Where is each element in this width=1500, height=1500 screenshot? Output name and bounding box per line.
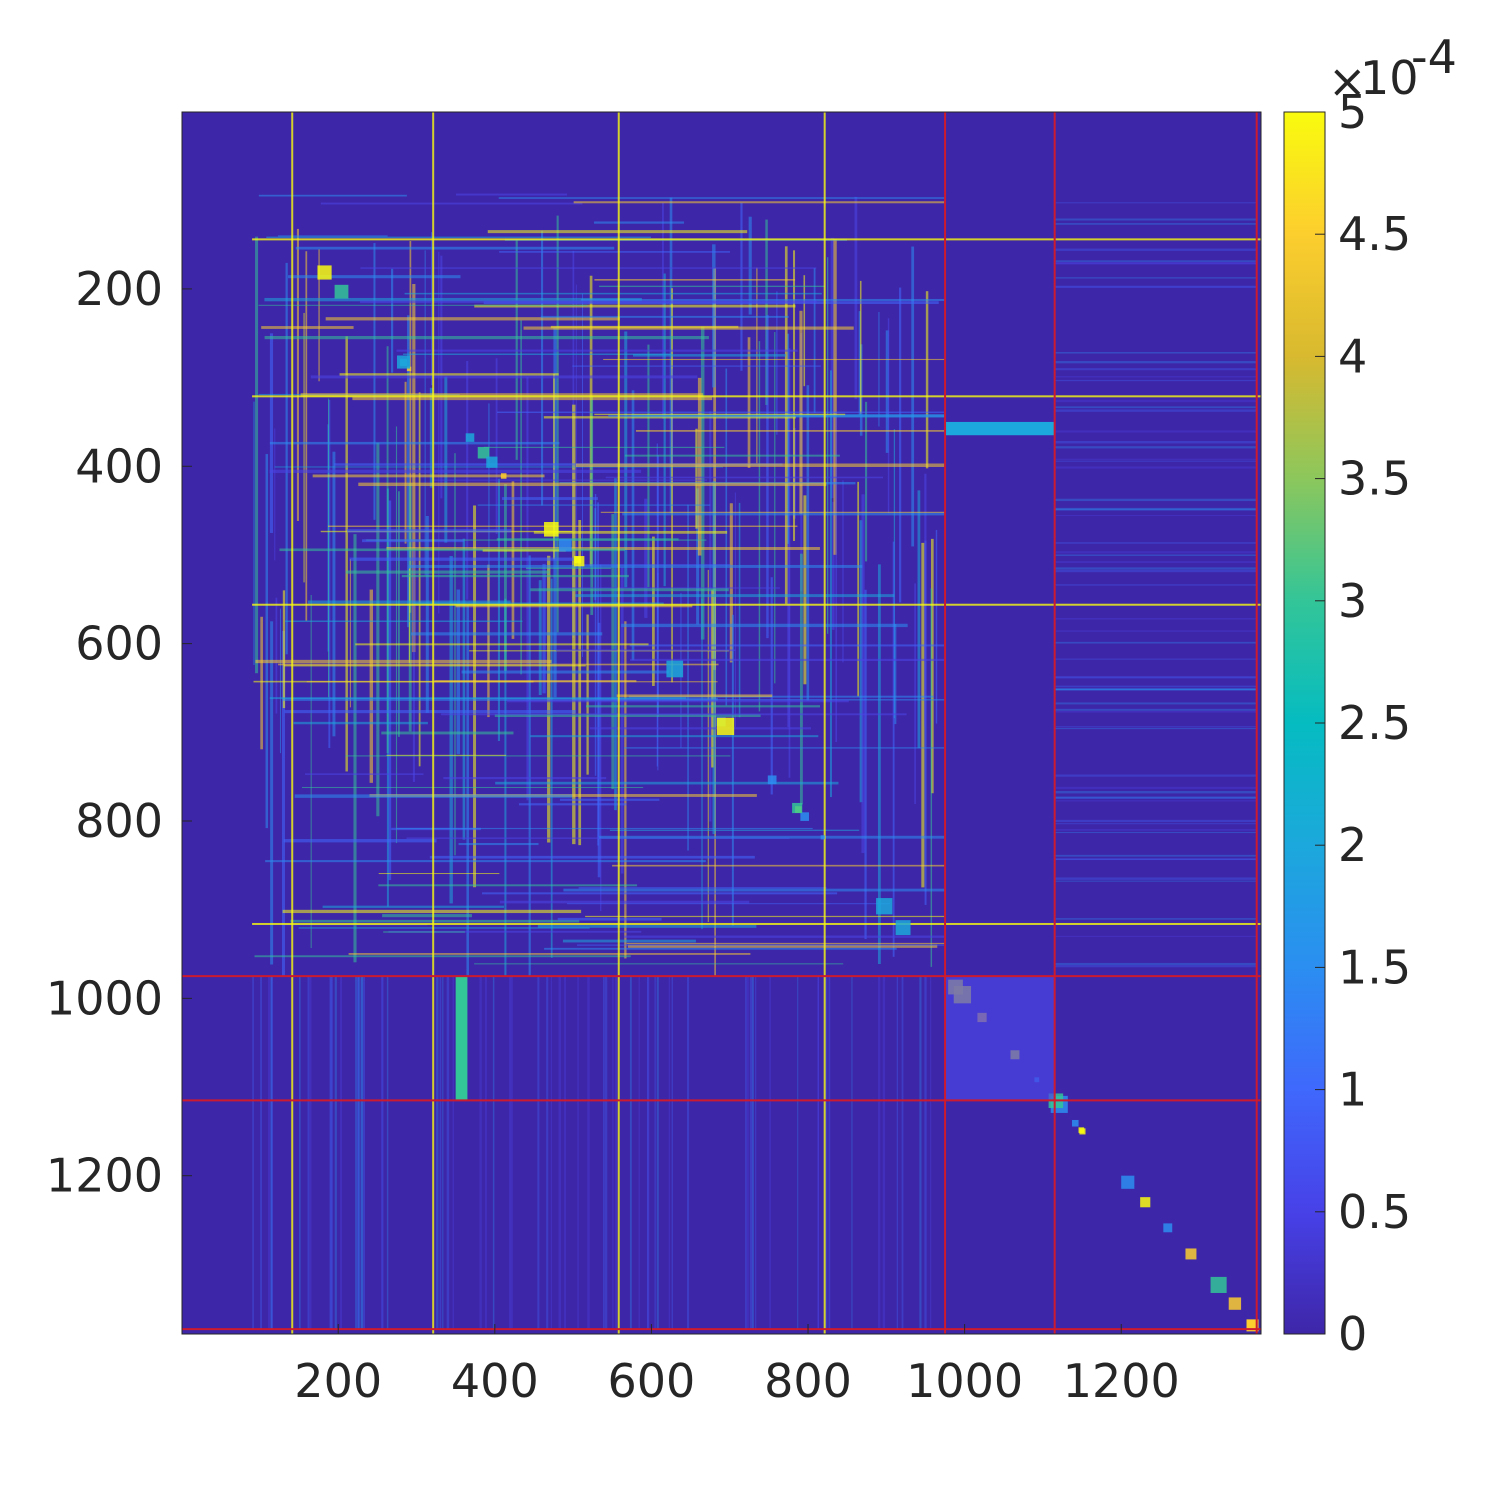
heatmap-plot-area — [181, 111, 1262, 1335]
colorbar-multiplier: × 10 -4 — [1328, 30, 1457, 108]
x-axis: 200 400 600 800 1000 1200 — [294, 1324, 1180, 1408]
x-tick-label: 1200 — [1063, 1354, 1180, 1408]
colorbar-tick-label: 5 — [1338, 85, 1367, 139]
y-axis: 200 400 600 800 1000 1200 — [46, 262, 192, 1203]
y-tick-label: 1200 — [46, 1149, 163, 1203]
heatmap-band-upper-right — [945, 421, 1055, 436]
block-boundaries — [182, 112, 1261, 1334]
x-tick-label: 600 — [608, 1354, 696, 1408]
colorbar-ticks: 0 0.5 1 1.5 2 2.5 3 3.5 4 4.5 5 — [1315, 85, 1411, 1361]
colorbar-tick-label: 0.5 — [1338, 1185, 1411, 1239]
colorbar-tick-label: 1 — [1338, 1063, 1367, 1117]
plot-frame — [181, 111, 1262, 1335]
heatmap-band-lower-left — [455, 976, 468, 1101]
colorbar-tick-label: 4 — [1338, 329, 1367, 383]
colorbar-tick-label: 0 — [1338, 1307, 1367, 1361]
colorbar-tick-label: 2 — [1338, 818, 1367, 872]
colorbar-tick-label: 4.5 — [1338, 207, 1411, 261]
y-tick-label: 800 — [75, 794, 163, 848]
colorbar-tick-label: 3 — [1338, 574, 1367, 628]
x-tick-label: 200 — [294, 1354, 382, 1408]
colorbar: 0 0.5 1 1.5 2 2.5 3 3.5 4 4.5 5 × 10 -4 — [1283, 30, 1457, 1361]
colorbar-tick-label: 3.5 — [1338, 452, 1411, 506]
colorbar-multiplier-base: 10 — [1360, 51, 1419, 105]
y-tick-label: 400 — [75, 439, 163, 493]
heatmap-block-diagonal — [945, 977, 1055, 1101]
x-tick-label: 400 — [451, 1354, 539, 1408]
colorbar-multiplier-exponent: -4 — [1411, 30, 1457, 84]
colorbar-multiplier-symbol: × — [1328, 54, 1367, 108]
y-tick-label: 600 — [75, 617, 163, 671]
heatmap-texture — [252, 112, 1261, 1335]
colorbar-tick-label: 1.5 — [1338, 940, 1411, 994]
y-tick-label: 200 — [75, 262, 163, 316]
x-tick-label: 800 — [764, 1354, 852, 1408]
x-tick-label: 1000 — [906, 1354, 1023, 1408]
colorbar-tick-label: 2.5 — [1338, 696, 1411, 750]
y-tick-label: 1000 — [46, 971, 163, 1025]
